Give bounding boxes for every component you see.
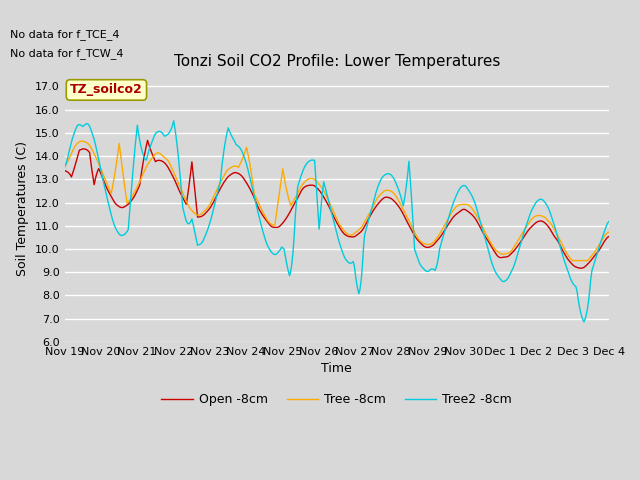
Tree -8cm xyxy=(61,163,68,168)
Open -8cm xyxy=(577,265,584,271)
Tree -8cm xyxy=(367,209,374,215)
Line: Tree -8cm: Tree -8cm xyxy=(65,141,609,261)
Tree -8cm xyxy=(462,202,470,207)
Tree -8cm xyxy=(569,258,577,264)
Text: No data for f_TCW_4: No data for f_TCW_4 xyxy=(10,48,124,59)
Tree2 -8cm xyxy=(61,164,68,170)
Open -8cm xyxy=(605,234,612,240)
Tree2 -8cm xyxy=(291,213,299,219)
Line: Tree2 -8cm: Tree2 -8cm xyxy=(65,121,609,322)
Tree2 -8cm xyxy=(392,181,400,187)
Open -8cm xyxy=(61,168,68,173)
Legend: Open -8cm, Tree -8cm, Tree2 -8cm: Open -8cm, Tree -8cm, Tree2 -8cm xyxy=(156,388,517,411)
Y-axis label: Soil Temperatures (C): Soil Temperatures (C) xyxy=(17,141,29,276)
Open -8cm xyxy=(462,207,470,213)
Open -8cm xyxy=(291,199,299,205)
Tree2 -8cm xyxy=(170,118,177,124)
Tree2 -8cm xyxy=(462,183,470,189)
Tree2 -8cm xyxy=(605,219,612,225)
Tree -8cm xyxy=(605,229,612,235)
X-axis label: Time: Time xyxy=(321,362,352,375)
Title: Tonzi Soil CO2 Profile: Lower Temperatures: Tonzi Soil CO2 Profile: Lower Temperatur… xyxy=(173,54,500,70)
Open -8cm xyxy=(556,242,564,248)
Text: No data for f_TCE_4: No data for f_TCE_4 xyxy=(10,29,120,40)
Tree -8cm xyxy=(291,194,299,200)
Tree -8cm xyxy=(78,138,86,144)
Tree -8cm xyxy=(392,194,400,200)
Open -8cm xyxy=(392,201,400,206)
Tree2 -8cm xyxy=(580,319,588,324)
Open -8cm xyxy=(231,170,239,176)
Line: Open -8cm: Open -8cm xyxy=(65,140,609,268)
Tree -8cm xyxy=(556,238,564,243)
Open -8cm xyxy=(367,213,374,218)
Tree2 -8cm xyxy=(231,139,239,145)
Text: TZ_soilco2: TZ_soilco2 xyxy=(70,84,143,96)
Tree2 -8cm xyxy=(367,210,374,216)
Tree -8cm xyxy=(231,163,239,169)
Open -8cm xyxy=(144,137,152,143)
Tree2 -8cm xyxy=(556,243,564,249)
